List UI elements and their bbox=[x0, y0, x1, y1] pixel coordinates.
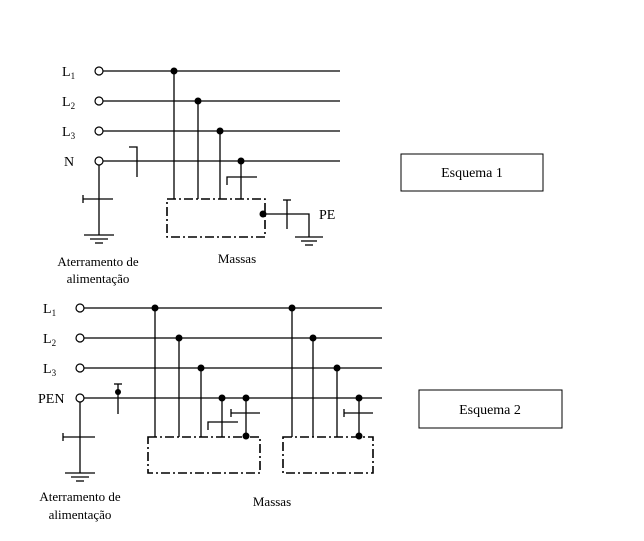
scheme-2-title: Esquema 2 bbox=[459, 403, 521, 418]
masses-label: Massas bbox=[253, 494, 291, 509]
source-ground-label: Aterramento de bbox=[57, 254, 138, 269]
terminals bbox=[94, 66, 104, 166]
pen-switch-symbol bbox=[114, 383, 122, 414]
tap-connections bbox=[170, 67, 257, 199]
source-ground-label-line2: alimentação bbox=[49, 507, 112, 522]
masses-label: Massas bbox=[218, 251, 256, 266]
pe-ground bbox=[259, 199, 323, 246]
scheme-2-title-box bbox=[418, 389, 563, 429]
source-ground bbox=[82, 165, 114, 244]
conductor-label-l1: L1 bbox=[43, 302, 56, 318]
conductor-label-l2: L2 bbox=[43, 332, 56, 348]
tap-connections-group-2 bbox=[288, 304, 373, 440]
pe-label: PE bbox=[319, 208, 335, 223]
conductor-label-l1: L1 bbox=[62, 65, 75, 81]
scheme-1: L1 L2 L3 N bbox=[57, 65, 544, 286]
source-ground-label-line2: alimentação bbox=[67, 271, 130, 286]
masses-enclosure-2 bbox=[282, 436, 374, 474]
source-ground-label: Aterramento de bbox=[39, 489, 120, 504]
conductor-label-l3: L3 bbox=[62, 125, 76, 141]
conductor-label-pen: PEN bbox=[38, 392, 64, 407]
conductor-lines bbox=[84, 307, 382, 399]
conductor-label-n: N bbox=[64, 155, 74, 170]
tap-connections-group-1 bbox=[151, 304, 260, 440]
masses-enclosure bbox=[166, 198, 266, 238]
conductor-lines bbox=[103, 70, 340, 162]
scheme-1-title: Esquema 1 bbox=[441, 166, 503, 181]
conductor-label-l2: L2 bbox=[62, 95, 75, 111]
scheme-2: L1 L2 L3 PEN bbox=[38, 302, 563, 522]
masses-enclosure-1 bbox=[147, 436, 261, 474]
neutral-switch-symbol bbox=[129, 146, 138, 177]
scheme-1-title-box bbox=[400, 153, 544, 192]
terminals bbox=[75, 303, 85, 403]
source-ground bbox=[62, 402, 95, 482]
conductor-label-l3: L3 bbox=[43, 362, 57, 378]
